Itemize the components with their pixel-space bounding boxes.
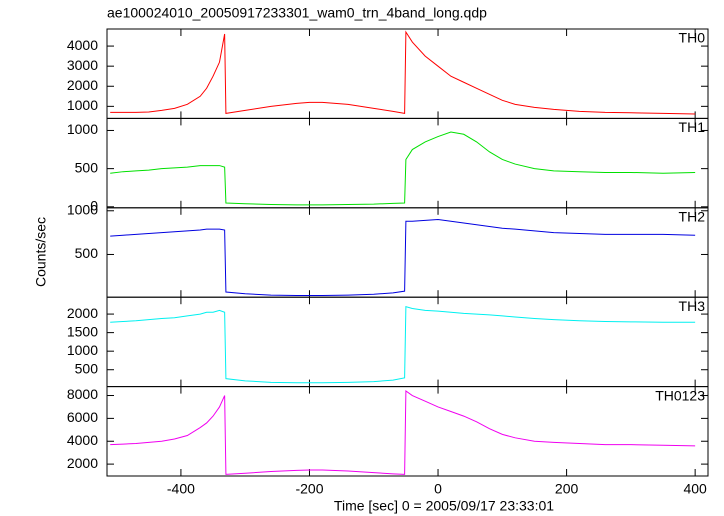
y-tick-label: 500: [75, 245, 99, 261]
x-tick-label: -200: [295, 481, 323, 497]
light-curve: [110, 389, 696, 475]
y-tick-label: 1000: [67, 201, 98, 217]
light-curve: [110, 30, 696, 115]
panel-frame: [106, 117, 709, 209]
y-tick-label: 1500: [67, 323, 98, 339]
panel-frame: [106, 296, 709, 388]
light-curve: [110, 305, 696, 384]
y-tick-label: 1000: [67, 97, 98, 113]
panel-label: TH0: [679, 30, 706, 46]
y-tick-label: 1000: [67, 121, 98, 137]
x-tick-label: 400: [683, 481, 707, 497]
panel-label: TH2: [679, 209, 706, 225]
y-tick-label: 6000: [67, 409, 98, 425]
y-tick-label: 4000: [67, 432, 98, 448]
panel-frame: [106, 386, 709, 477]
y-tick-label: 3000: [67, 57, 98, 73]
x-tick-label: 200: [555, 481, 579, 497]
x-tick-label: -400: [167, 481, 195, 497]
x-axis-label: Time [sec] 0 = 2005/09/17 23:33:01: [334, 498, 554, 514]
x-tick-label: 0: [434, 481, 442, 497]
light-curve: [110, 219, 696, 297]
panel-label: TH1: [679, 119, 706, 135]
y-tick-label: 2000: [67, 455, 98, 471]
y-tick-label: 8000: [67, 386, 98, 402]
chart-title: ae100024010_20050917233301_wam0_trn_4ban…: [107, 5, 487, 21]
light-curve: [110, 131, 696, 206]
panel-frame: [106, 28, 709, 119]
y-tick-label: 500: [75, 159, 99, 175]
y-tick-label: 1000: [67, 342, 98, 358]
y-tick-label: 2000: [67, 77, 98, 93]
panel-label: TH3: [679, 298, 706, 314]
y-tick-label: 0: [90, 198, 98, 214]
y-tick-label: 500: [75, 360, 99, 376]
y-axis-label: Counts/sec: [33, 217, 49, 287]
y-tick-label: 2000: [67, 305, 98, 321]
y-tick-label: 4000: [67, 37, 98, 53]
panel-label: TH0123: [655, 387, 705, 403]
